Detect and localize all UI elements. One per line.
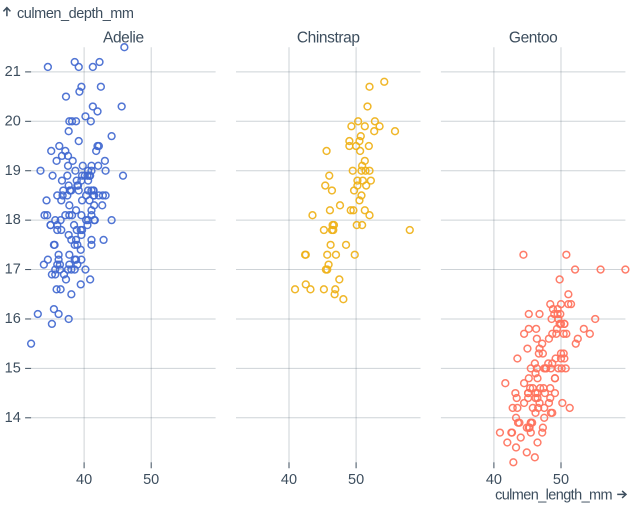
svg-text:40: 40 xyxy=(281,472,297,488)
svg-text:50: 50 xyxy=(143,472,159,488)
svg-text:culmen_length_mm: culmen_length_mm xyxy=(495,488,612,504)
svg-text:17: 17 xyxy=(5,262,21,278)
svg-text:Chinstrap: Chinstrap xyxy=(297,30,360,47)
svg-text:40: 40 xyxy=(76,472,92,488)
svg-text:19: 19 xyxy=(5,163,21,179)
svg-text:culmen_depth_mm: culmen_depth_mm xyxy=(17,6,134,22)
svg-text:16: 16 xyxy=(5,311,21,327)
svg-text:Adelie: Adelie xyxy=(103,30,144,47)
svg-text:18: 18 xyxy=(5,212,21,228)
svg-text:15: 15 xyxy=(5,360,21,376)
svg-text:Gentoo: Gentoo xyxy=(509,30,557,47)
svg-text:40: 40 xyxy=(486,472,502,488)
svg-text:20: 20 xyxy=(5,113,21,129)
svg-text:21: 21 xyxy=(5,64,21,80)
svg-text:50: 50 xyxy=(348,472,364,488)
svg-text:50: 50 xyxy=(553,472,569,488)
svg-text:14: 14 xyxy=(5,410,21,426)
